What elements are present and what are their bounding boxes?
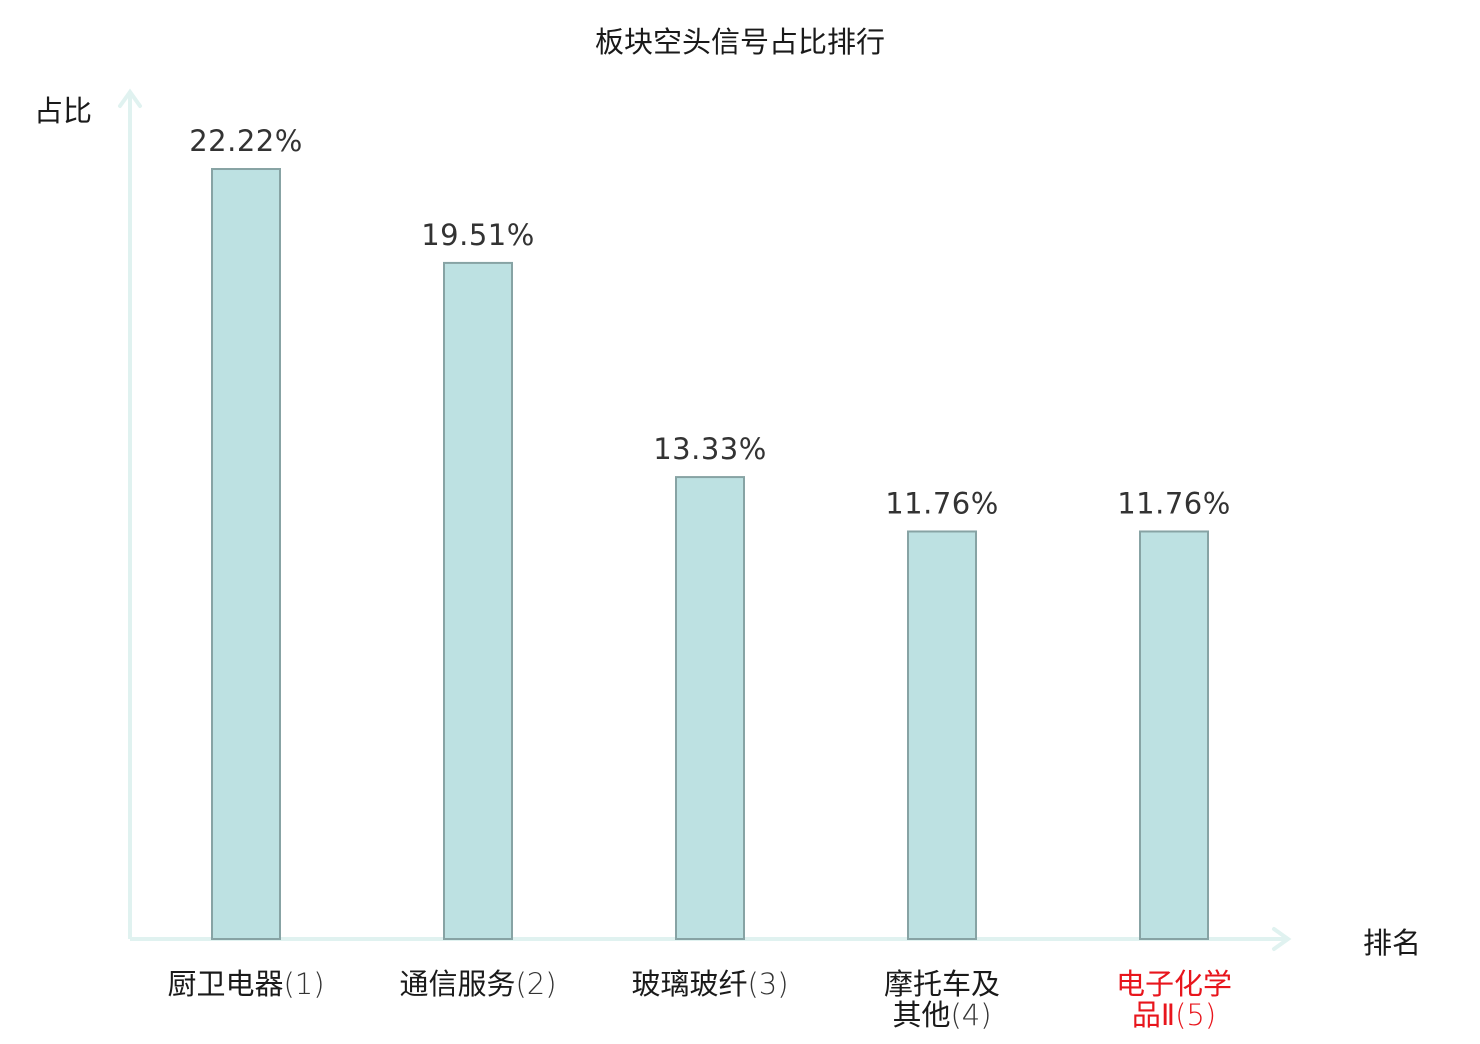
bar-value-label: 22.22%: [189, 124, 303, 158]
y-axis-label: 占比: [34, 94, 92, 128]
bar: [211, 168, 281, 940]
bar: [907, 530, 977, 940]
category-label: 玻璃玻纤(3): [631, 967, 788, 1001]
category-label: 厨卫电器(1): [167, 967, 324, 1001]
bar-value-label: 11.76%: [1117, 486, 1231, 520]
y-axis-arrow: [118, 88, 142, 108]
chart-title: 板块空头信号占比排行: [595, 25, 885, 59]
bar-value-label: 11.76%: [885, 486, 999, 520]
bar-value-label: 13.33%: [653, 432, 767, 466]
x-axis-label: 排名: [1363, 926, 1421, 960]
bar: [443, 261, 513, 940]
bar: [1139, 530, 1209, 940]
value-labels: 22.22% 19.51% 13.33% 11.76% 11.76%: [189, 124, 1231, 520]
bar-series: [211, 168, 1209, 940]
bar: [675, 476, 745, 940]
x-axis-arrow: [1272, 927, 1292, 951]
category-labels: 厨卫电器(1) 通信服务(2) 玻璃玻纤(3) 摩托车及其他(4) 电子化学品Ⅱ(5): [167, 967, 1232, 1032]
category-label: 通信服务(2): [399, 967, 556, 1001]
category-label: 摩托车及其他(4): [884, 967, 1000, 1032]
category-label: 电子化学品Ⅱ(5): [1116, 967, 1232, 1032]
bar-value-label: 19.51%: [421, 218, 535, 252]
